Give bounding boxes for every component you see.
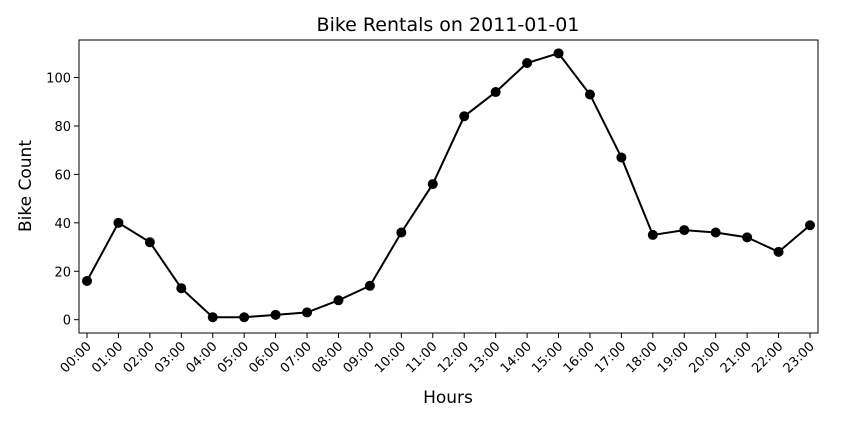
data-point	[553, 48, 564, 59]
x-tick-label: 16:00	[561, 339, 598, 376]
data-point	[522, 58, 533, 69]
x-tick-label: 01:00	[89, 339, 126, 376]
data-point	[679, 225, 690, 236]
y-tick-label: 0	[63, 314, 71, 329]
x-tick-label: 08:00	[309, 339, 346, 376]
x-tick-label: 23:00	[781, 339, 818, 376]
x-tick-label: 21:00	[718, 339, 755, 376]
data-point	[82, 275, 92, 286]
data-point	[396, 227, 407, 238]
x-tick-label: 10:00	[372, 339, 409, 376]
x-tick-label: 22:00	[749, 339, 786, 376]
data-point	[710, 227, 721, 238]
x-tick-label: 13:00	[466, 339, 503, 376]
data-point	[113, 217, 124, 228]
x-tick-label: 20:00	[686, 339, 723, 376]
data-point	[207, 312, 218, 323]
data-point	[364, 280, 375, 291]
data-point	[773, 246, 784, 257]
y-tick-label: 60	[54, 168, 71, 183]
x-tick-label: 19:00	[655, 339, 692, 376]
data-point	[805, 220, 815, 231]
x-tick-label: 18:00	[624, 339, 661, 376]
y-tick-label: 20	[54, 265, 71, 280]
x-tick-label: 03:00	[152, 339, 189, 376]
data-point	[616, 152, 627, 163]
x-tick-label: 04:00	[183, 339, 220, 376]
data-point	[176, 283, 187, 294]
x-tick-label: 15:00	[529, 339, 566, 376]
x-tick-label: 11:00	[404, 339, 441, 376]
data-point	[427, 179, 438, 190]
data-point	[302, 307, 313, 318]
data-point	[742, 232, 753, 243]
x-tick-label: 02:00	[121, 339, 158, 376]
x-tick-label: 17:00	[592, 339, 629, 376]
data-point	[584, 89, 595, 100]
data-point	[270, 309, 281, 320]
y-tick-label: 100	[46, 72, 71, 87]
x-tick-label: 12:00	[435, 339, 472, 376]
x-tick-label: 06:00	[246, 339, 283, 376]
x-tick-label: 14:00	[498, 339, 535, 376]
y-tick-label: 40	[54, 217, 71, 232]
chart-title: Bike Rentals on 2011-01-01	[317, 14, 580, 36]
data-point	[239, 312, 250, 323]
x-tick-label: 07:00	[278, 339, 315, 376]
data-point	[459, 111, 470, 122]
y-tick-label: 80	[54, 120, 71, 135]
x-tick-label: 05:00	[215, 339, 252, 376]
x-tick-label: 09:00	[341, 339, 378, 376]
x-axis-label: Hours	[423, 388, 473, 408]
data-point	[144, 237, 155, 248]
y-axis-label: Bike Count	[16, 140, 36, 232]
plot-frame	[78, 39, 819, 334]
x-tick-label: 00:00	[58, 339, 95, 376]
data-point	[647, 229, 658, 240]
data-point	[333, 295, 344, 306]
data-point	[490, 87, 501, 98]
data-line	[86, 52, 811, 319]
